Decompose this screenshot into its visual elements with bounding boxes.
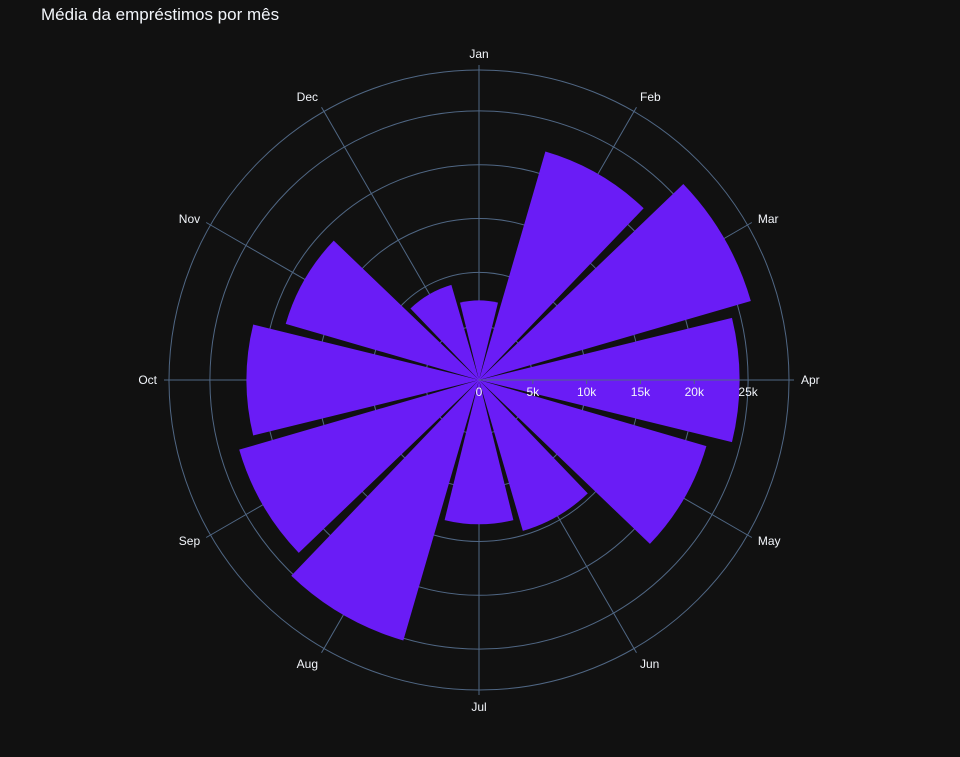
angular-tick-mark [321, 648, 325, 654]
angular-tick-label-oct: Oct [138, 373, 157, 387]
axis-layer: 0 5k 10k 15k 20k 25k Jan Feb Mar Apr May Jun Jul Aug S… [138, 47, 819, 714]
radial-tick-label: 15k [631, 385, 651, 399]
angular-tick-mark [321, 106, 325, 112]
angular-tick-mark [633, 648, 637, 654]
bar-aug[interactable] [291, 380, 479, 641]
bar-jul[interactable] [444, 380, 514, 525]
angular-tick-mark [205, 222, 211, 226]
angular-tick-label-jan: Jan [469, 47, 488, 61]
angular-tick-label-aug: Aug [297, 657, 318, 671]
bar-oct[interactable] [246, 324, 479, 436]
angular-tick-label-jun: Jun [640, 657, 659, 671]
angular-tick-label-may: May [758, 534, 781, 548]
radial-tick-label: 25k [738, 385, 758, 399]
radial-tick-label: 0 [476, 385, 483, 399]
angular-tick-label-apr: Apr [801, 373, 820, 387]
bar-nov[interactable] [285, 240, 479, 380]
bar-jun[interactable] [479, 380, 588, 531]
radial-tick-label: 5k [526, 385, 540, 399]
radial-tick-label: 20k [685, 385, 705, 399]
angular-tick-label-mar: Mar [758, 212, 779, 226]
angular-tick-label-sep: Sep [179, 534, 201, 548]
angular-tick-label-feb: Feb [640, 90, 661, 104]
angular-tick-mark [205, 534, 211, 538]
radial-tick-label: 10k [577, 385, 597, 399]
angular-tick-label-dec: Dec [297, 90, 318, 104]
bar-sep[interactable] [239, 380, 479, 553]
chart-title: Média da empréstimos por mês [41, 5, 280, 24]
angular-tick-mark [747, 222, 753, 226]
bars-layer [239, 151, 751, 641]
bar-feb[interactable] [479, 151, 644, 380]
bar-jan[interactable] [460, 300, 498, 380]
bar-dec[interactable] [410, 284, 479, 380]
angular-tick-mark [747, 534, 753, 538]
angular-tick-mark [633, 106, 637, 112]
bar-mar[interactable] [479, 184, 751, 380]
angular-tick-label-jul: Jul [471, 700, 486, 714]
bar-may[interactable] [479, 380, 707, 544]
angular-tick-label-nov: Nov [179, 212, 200, 226]
